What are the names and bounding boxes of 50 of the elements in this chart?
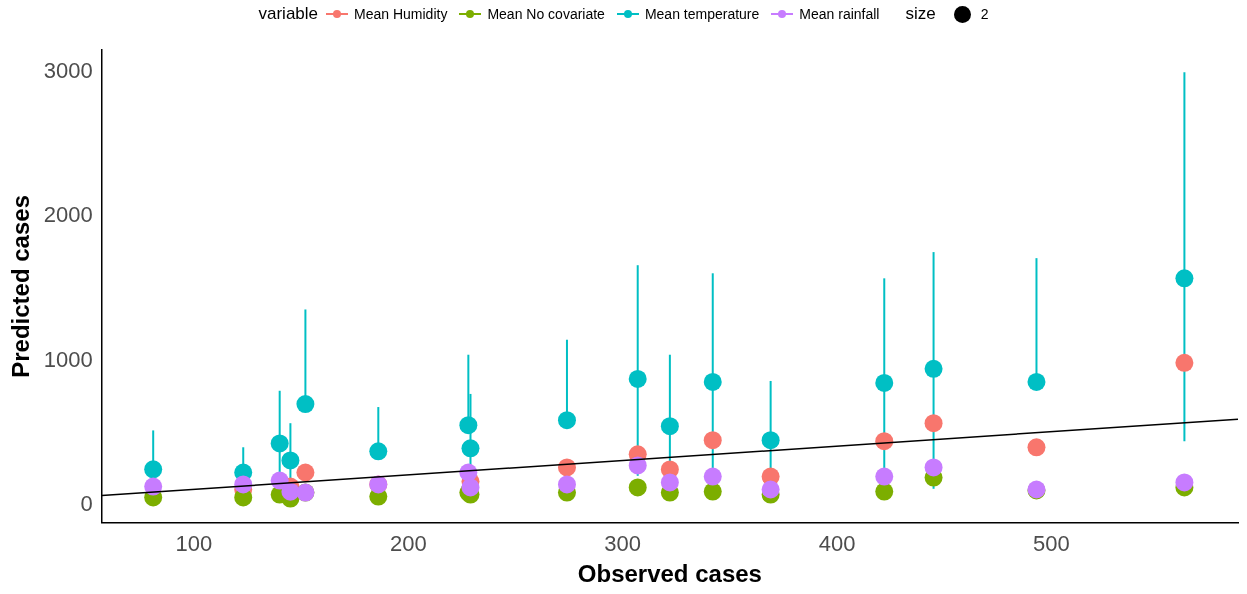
- x-tick-label: 400: [818, 531, 856, 557]
- text: 2: [980, 6, 989, 22]
- y-tick-label: 0: [80, 490, 93, 516]
- point: [924, 414, 943, 433]
- y-tick-label: 3000: [43, 58, 93, 84]
- legend-title: variable: [258, 4, 319, 24]
- point: [761, 480, 780, 499]
- point: [761, 431, 780, 450]
- point: [1175, 473, 1194, 492]
- point: [703, 431, 722, 450]
- point: [1027, 372, 1046, 391]
- legend-label: Mean Humidity: [354, 6, 448, 22]
- text: size: [905, 4, 936, 24]
- point: [144, 460, 163, 479]
- point: [628, 478, 647, 497]
- point: [270, 434, 289, 453]
- x-axis-title: Observed cases: [577, 560, 762, 588]
- legend-label: Mean rainfall: [799, 6, 880, 22]
- x-tick-label: 500: [1033, 531, 1070, 557]
- point: [628, 369, 647, 388]
- point: [459, 416, 478, 435]
- x-tick-label: 300: [604, 531, 642, 557]
- point: [557, 411, 576, 430]
- point: [1175, 269, 1194, 288]
- y-tick-label: 1000: [43, 346, 93, 372]
- legend-label: Mean temperature: [644, 6, 760, 22]
- point: [461, 439, 480, 458]
- point: [660, 473, 679, 492]
- x-tick-label: 200: [389, 531, 427, 557]
- point: [703, 372, 722, 391]
- point: [557, 475, 576, 494]
- y-axis-title: Predicted cases: [7, 195, 35, 378]
- point: [296, 463, 315, 482]
- legend-label: Mean No covariate: [487, 6, 605, 22]
- point: [660, 417, 679, 436]
- point: [924, 359, 943, 378]
- point: [281, 451, 300, 470]
- point: [875, 482, 894, 501]
- point: [703, 482, 722, 501]
- point: [875, 467, 894, 486]
- point: [924, 458, 943, 477]
- point: [1175, 353, 1194, 372]
- point: [1027, 438, 1046, 457]
- point: [703, 467, 722, 486]
- point: [296, 395, 315, 414]
- y-tick-label: 2000: [43, 202, 93, 228]
- point: [875, 373, 894, 392]
- point: [628, 456, 647, 475]
- x-tick-label: 100: [175, 531, 213, 557]
- point: [369, 442, 388, 461]
